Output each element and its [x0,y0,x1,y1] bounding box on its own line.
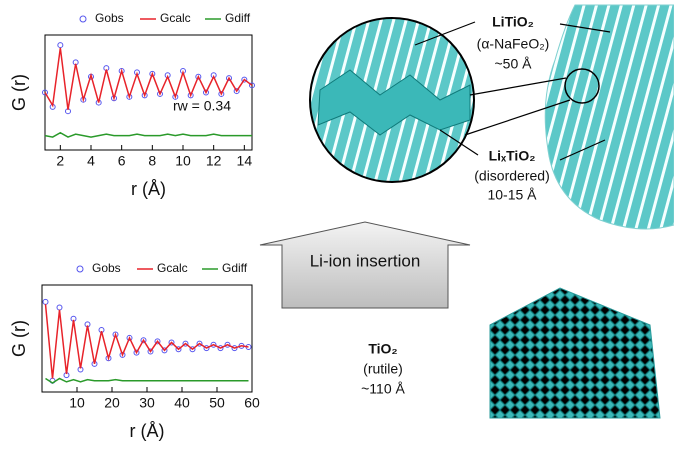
data-point [43,299,48,304]
plot-frame [42,285,252,392]
x-tick-label: 12 [206,153,222,169]
phase-size: ~110 Å [361,381,405,397]
x-tick-label: 6 [118,153,126,169]
x-tick-label: 10 [175,153,191,169]
annotation: rw = 0.34 [173,98,231,114]
phase-structure: (disordered) [474,168,549,184]
data-point [57,305,62,310]
phase-structure: (rutile) [363,361,403,377]
arrow-label: Li-ion insertion [310,251,421,270]
data-point [58,43,63,48]
y-axis-label: G (r) [9,74,29,111]
data-line [46,378,249,383]
x-tick-label: 50 [209,395,225,411]
phase-size: 10-15 Å [487,187,537,203]
legend-label: Gdiff [222,261,248,275]
legend-label: Gdiff [225,11,251,25]
x-tick-label: 2 [56,153,64,169]
legend-label: Gobs [95,11,124,25]
legend-label: Gobs [92,261,121,275]
x-tick-label: 40 [174,395,190,411]
tio2-crystal [490,288,660,418]
data-line [45,133,252,137]
x-tick-label: 10 [69,395,85,411]
legend-marker [80,16,86,22]
data-line [46,304,249,378]
legend-marker [77,266,83,272]
phase-size: ~50 Å [495,56,533,72]
x-tick-label: 60 [244,395,260,411]
legend-label: Gcalc [160,11,191,25]
phase-structure: (α-NaFeO₂) [477,36,550,52]
x-tick-label: 8 [148,153,156,169]
x-tick-label: 4 [87,153,95,169]
figure: Li-ion insertion LiTiO₂ (α-NaFeO₂) ~50 Å… [0,0,674,446]
x-tick-label: 20 [104,395,120,411]
x-tick-label: 30 [139,395,155,411]
x-tick-label: 14 [237,153,253,169]
x-axis-label: r (Å) [131,179,166,199]
legend-label: Gcalc [157,261,188,275]
phase-label: TiO₂ [368,341,397,357]
litio2-particle [545,5,674,229]
phase-label: LiₓTiO₂ [489,148,536,164]
x-axis-label: r (Å) [130,421,165,441]
y-axis-label: G (r) [9,320,29,357]
phase-label: LiTiO₂ [492,14,534,30]
